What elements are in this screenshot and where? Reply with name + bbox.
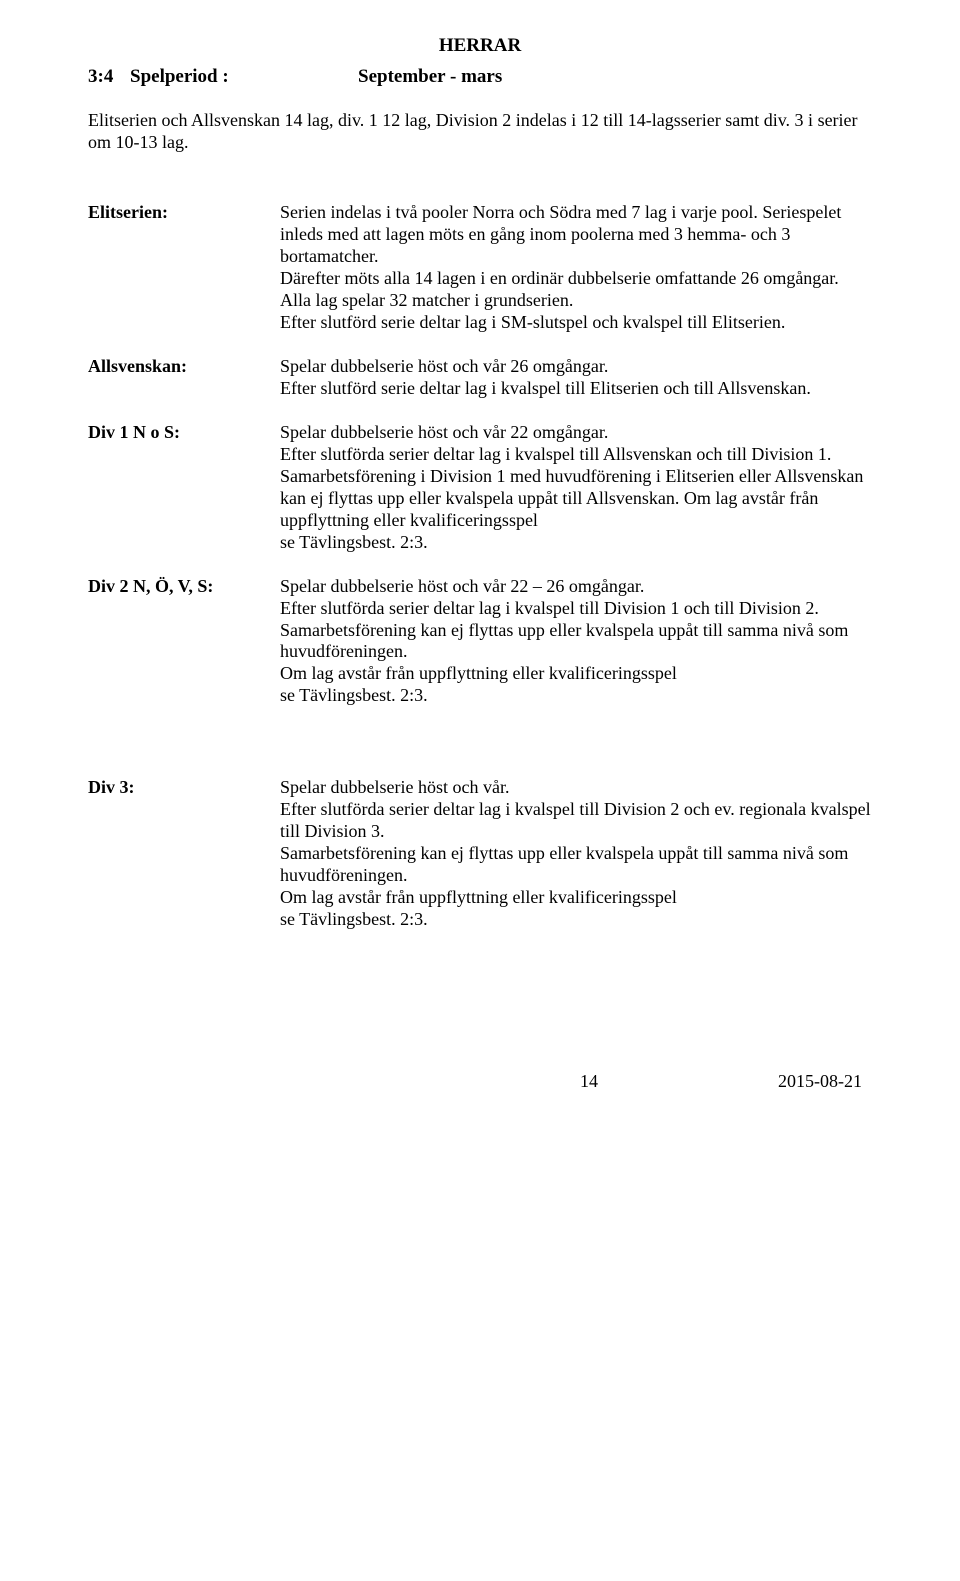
section-number: 3:4 [88,65,130,88]
div2-row: Div 2 N, Ö, V, S: Spelar dubbelserie hös… [88,576,872,708]
allsvenskan-body: Spelar dubbelserie höst och vår 26 omgån… [280,356,872,400]
page-title: HERRAR [88,34,872,57]
div3-label: Div 3: [88,777,280,799]
allsvenskan-row: Allsvenskan: Spelar dubbelserie höst och… [88,356,872,400]
div1-label: Div 1 N o S: [88,422,280,444]
div2-p4: Om lag avstår från uppflyttning eller kv… [280,663,872,685]
div3-body: Spelar dubbelserie höst och vår. Efter s… [280,777,872,931]
allsvenskan-label: Allsvenskan: [88,356,280,378]
div3-p5: se Tävlingsbest. 2:3. [280,909,872,931]
elitserien-label: Elitserien: [88,202,280,224]
footer-date: 2015-08-21 [778,1071,862,1093]
div2-p5: se Tävlingsbest. 2:3. [280,685,872,707]
div2-body: Spelar dubbelserie höst och vår 22 – 26 … [280,576,872,708]
div2-p1: Spelar dubbelserie höst och vår 22 – 26 … [280,576,872,598]
div3-row: Div 3: Spelar dubbelserie höst och vår. … [88,777,872,931]
div1-p1: Spelar dubbelserie höst och vår 22 omgån… [280,422,872,444]
page-footer: 14 2015-08-21 [88,1071,872,1093]
intro-text: Elitserien och Allsvenskan 14 lag, div. … [88,110,872,154]
elitserien-row: Elitserien: Serien indelas i två pooler … [88,202,872,334]
elitserien-p3: Efter slutförd serie deltar lag i SM-slu… [280,312,872,334]
section-label: Spelperiod : [130,65,358,88]
div2-p3: Samarbetsförening kan ej flyttas upp ell… [280,620,872,664]
div1-p3: Samarbetsförening i Division 1 med huvud… [280,466,872,532]
allsvenskan-p2: Efter slutförd serie deltar lag i kvalsp… [280,378,872,400]
div1-row: Div 1 N o S: Spelar dubbelserie höst och… [88,422,872,554]
div3-p3: Samarbetsförening kan ej flyttas upp ell… [280,843,872,887]
elitserien-body: Serien indelas i två pooler Norra och Sö… [280,202,872,334]
section-value: September - mars [358,65,502,88]
div2-label: Div 2 N, Ö, V, S: [88,576,280,598]
div1-p2: Efter slutförda serier deltar lag i kval… [280,444,872,466]
div2-p2: Efter slutförda serier deltar lag i kval… [280,598,872,620]
div1-body: Spelar dubbelserie höst och vår 22 omgån… [280,422,872,554]
allsvenskan-p1: Spelar dubbelserie höst och vår 26 omgån… [280,356,872,378]
document-page: HERRAR 3:4 Spelperiod : September - mars… [0,0,960,1133]
section-gap [88,729,872,777]
elitserien-p1: Serien indelas i två pooler Norra och Sö… [280,202,872,268]
section-3-4-header: 3:4 Spelperiod : September - mars [88,65,872,88]
div3-p4: Om lag avstår från uppflyttning eller kv… [280,887,872,909]
page-number: 14 [580,1071,598,1093]
div3-p2: Efter slutförda serier deltar lag i kval… [280,799,872,843]
div1-p4: se Tävlingsbest. 2:3. [280,532,872,554]
div3-p1: Spelar dubbelserie höst och vår. [280,777,872,799]
elitserien-p2: Därefter möts alla 14 lagen i en ordinär… [280,268,872,312]
